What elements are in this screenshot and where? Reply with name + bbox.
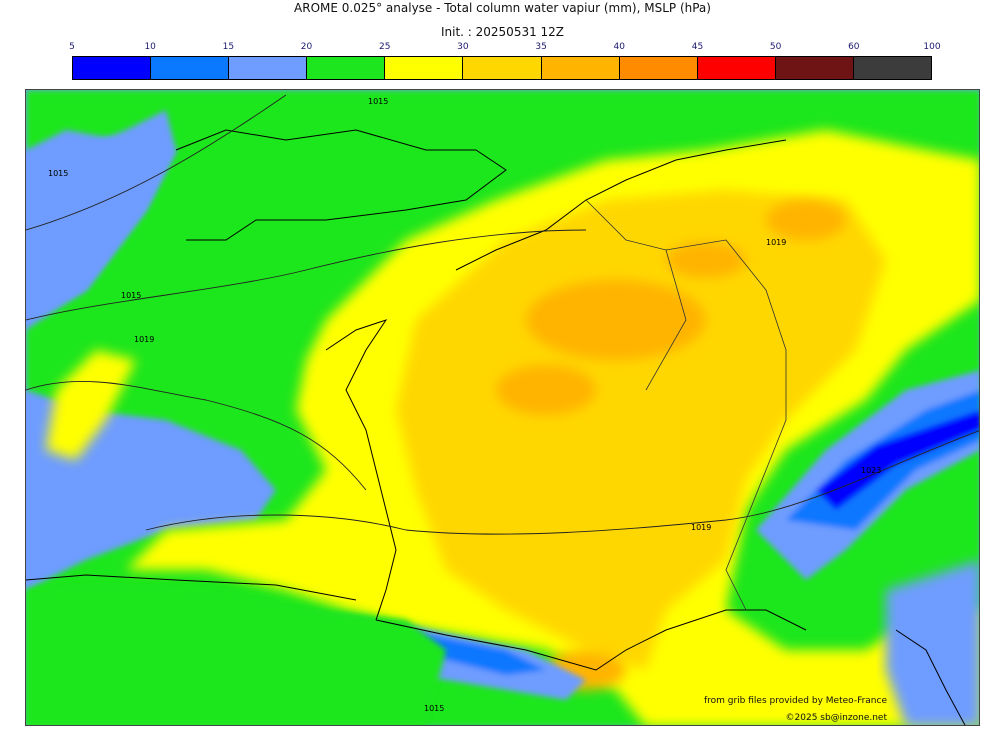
- coastlines: [26, 129, 966, 725]
- isobar-label: 1015: [368, 97, 388, 106]
- colorbar-segment: [385, 57, 464, 79]
- colorbar-tick-label: 15: [222, 42, 235, 52]
- moisture-south-west-green: [26, 585, 446, 725]
- colorbar-tick-label: 45: [691, 42, 704, 52]
- colorbar-tick-label: 30: [457, 42, 469, 52]
- isobars: [26, 94, 979, 535]
- init-time: Init. : 20250531 12Z: [440, 25, 565, 39]
- mediterranean-low-area: [886, 560, 979, 725]
- borders: [585, 199, 787, 611]
- colorbar-tick-label: 60: [848, 42, 860, 52]
- colorbar-segment: [229, 57, 308, 79]
- weather-map: 1015 1015 1019 1015 1019 1019 1023 1015: [25, 89, 980, 726]
- colorbar-tick-label: 25: [378, 42, 391, 52]
- alps-dry-band: [756, 370, 979, 580]
- isobar-label: 1015: [121, 291, 141, 300]
- colorbar-segment: [73, 57, 152, 79]
- atlantic-low-area: [26, 110, 176, 320]
- colorbar-segment: [853, 57, 932, 79]
- colorbar-segment: [775, 57, 854, 79]
- isobar-label: 1019: [134, 335, 154, 344]
- colorbar-tick-label: 40: [613, 42, 625, 52]
- moisture-25-30-west: [46, 350, 136, 460]
- colorbar-tick-label: 35: [535, 42, 547, 52]
- moisture-30-35-area: [396, 190, 886, 670]
- colorbar-tick-label: 5: [69, 42, 75, 52]
- map-canvas: 1015 1015 1019 1015 1019 1019 1023 1015: [26, 90, 979, 725]
- colorbar-segment: [307, 57, 386, 79]
- moisture-35-40-patches: [496, 200, 846, 690]
- colorbar-tick-label: 20: [300, 42, 313, 52]
- map-title: AROME 0.025° analyse - Total column wate…: [294, 1, 711, 15]
- isobar-label: 1015: [48, 169, 68, 178]
- colorbar-segment: [541, 57, 620, 79]
- isobar-label: 1015: [424, 704, 444, 713]
- isobar-labels: 1015 1015 1019 1015 1019 1019 1023 1015: [48, 97, 881, 713]
- colorbar-segment: [697, 57, 776, 79]
- colorbar-tick-label: 100: [923, 42, 941, 52]
- copyright-credit: ©2025 sb@inzone.net: [785, 713, 887, 723]
- colorbar-tick-label: 10: [144, 42, 156, 52]
- colorbar-segment: [151, 57, 230, 79]
- colorbar-segment: [463, 57, 542, 79]
- colorbar-tick-label: 50: [769, 42, 782, 52]
- isobar-label: 1019: [766, 238, 786, 247]
- colorbar-segment: [619, 57, 698, 79]
- colorbar: [72, 56, 932, 80]
- isobar-label: 1023: [861, 466, 881, 475]
- isobar-label: 1019: [691, 523, 711, 532]
- data-source-credit: from grib files provided by Meteo-France: [703, 696, 887, 706]
